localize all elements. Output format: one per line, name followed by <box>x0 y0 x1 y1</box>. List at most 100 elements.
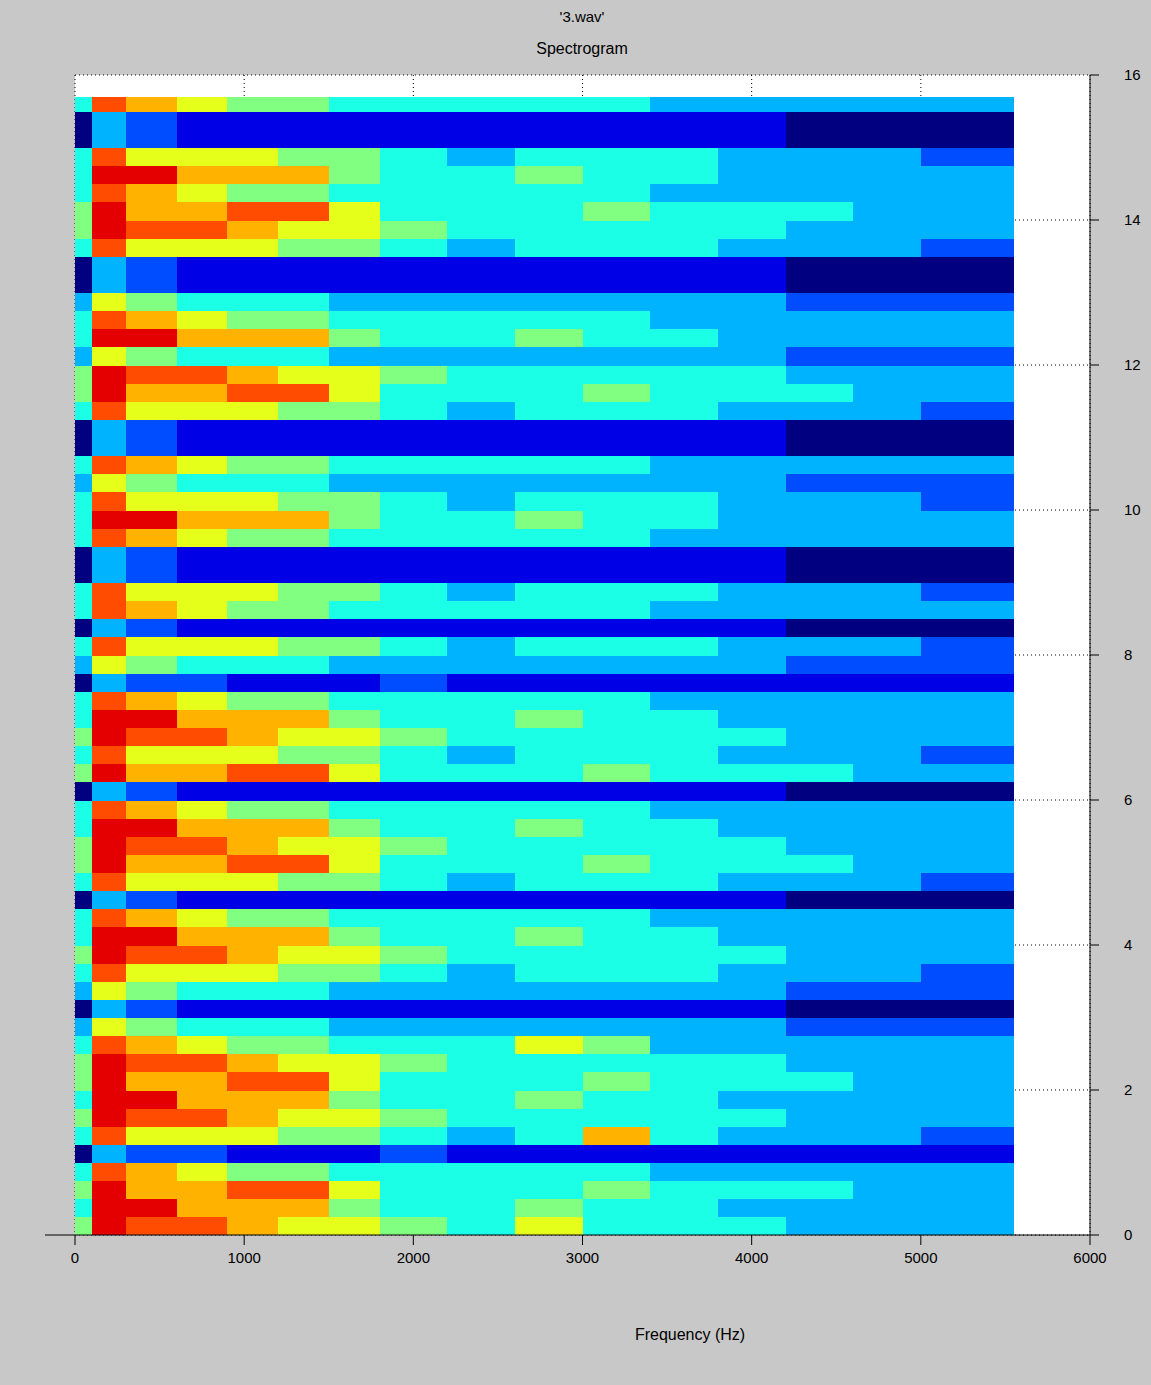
cell <box>329 891 380 910</box>
cell <box>227 800 278 819</box>
cell <box>718 800 786 819</box>
cell <box>329 1072 380 1091</box>
cell <box>515 1036 583 1055</box>
cell <box>227 927 278 946</box>
cell <box>718 474 786 493</box>
cell <box>126 1108 177 1127</box>
cell <box>75 1163 92 1182</box>
cell <box>515 238 583 257</box>
cell <box>92 746 126 765</box>
cell <box>921 1108 1015 1127</box>
cell <box>921 691 1015 710</box>
cell <box>718 764 786 783</box>
cell <box>515 1217 583 1235</box>
cell <box>515 202 583 221</box>
cell <box>583 256 651 275</box>
cell <box>75 1144 92 1163</box>
cell <box>92 1163 126 1182</box>
cell <box>126 274 177 293</box>
cell <box>126 401 177 420</box>
cell <box>329 401 380 420</box>
cell <box>227 347 278 366</box>
cell <box>853 184 921 203</box>
cell <box>75 836 92 855</box>
cell <box>718 202 786 221</box>
cell <box>447 419 515 438</box>
cell <box>921 347 1015 366</box>
cell <box>380 202 448 221</box>
cell <box>447 1199 515 1218</box>
cell <box>921 891 1015 910</box>
cell <box>177 1036 228 1055</box>
cell <box>718 256 786 275</box>
x-tick-label: 3000 <box>566 1249 599 1266</box>
cell <box>853 202 921 221</box>
cell <box>718 891 786 910</box>
background <box>0 0 1151 1385</box>
cell <box>177 746 228 765</box>
cell <box>329 546 380 565</box>
cell <box>447 891 515 910</box>
cell <box>718 1163 786 1182</box>
cell <box>786 945 854 964</box>
cell <box>786 981 854 1000</box>
cell <box>786 546 854 565</box>
cell <box>583 1090 651 1109</box>
cell <box>786 1181 854 1200</box>
cell <box>650 293 718 312</box>
cell <box>177 909 228 928</box>
cell <box>126 1072 177 1091</box>
cell <box>786 347 854 366</box>
cell <box>92 728 126 747</box>
cell <box>786 1054 854 1073</box>
cell <box>786 764 854 783</box>
cell <box>177 365 228 384</box>
cell <box>853 347 921 366</box>
cell <box>92 800 126 819</box>
cell <box>853 746 921 765</box>
cell <box>515 836 583 855</box>
cell <box>92 492 126 511</box>
cell <box>718 184 786 203</box>
cell <box>718 1072 786 1091</box>
cell <box>329 746 380 765</box>
cell <box>650 818 718 837</box>
cell <box>786 655 854 674</box>
cell <box>447 999 515 1018</box>
cell <box>853 619 921 638</box>
cell <box>650 492 718 511</box>
cell <box>515 854 583 873</box>
cell <box>329 873 380 892</box>
cell <box>329 673 380 692</box>
cell <box>583 510 651 529</box>
cell <box>447 800 515 819</box>
cell <box>447 709 515 728</box>
cell <box>75 528 92 547</box>
cell <box>853 238 921 257</box>
cell <box>921 383 1015 402</box>
cell <box>126 854 177 873</box>
cell <box>583 1108 651 1127</box>
cell <box>75 764 92 783</box>
cell <box>329 782 380 801</box>
cell <box>718 383 786 402</box>
cell <box>329 329 380 348</box>
cell <box>75 274 92 293</box>
cell <box>650 619 718 638</box>
cell <box>278 419 329 438</box>
cell <box>853 129 921 148</box>
cell <box>853 1108 921 1127</box>
cell <box>515 1163 583 1182</box>
cell <box>75 655 92 674</box>
cell <box>447 854 515 873</box>
cell <box>447 510 515 529</box>
cell <box>718 1126 786 1145</box>
cell <box>278 981 329 1000</box>
cell <box>177 854 228 873</box>
cell <box>380 166 448 185</box>
cell <box>177 1054 228 1073</box>
cell <box>853 329 921 348</box>
cell <box>177 419 228 438</box>
cell <box>718 927 786 946</box>
cell <box>278 1054 329 1073</box>
